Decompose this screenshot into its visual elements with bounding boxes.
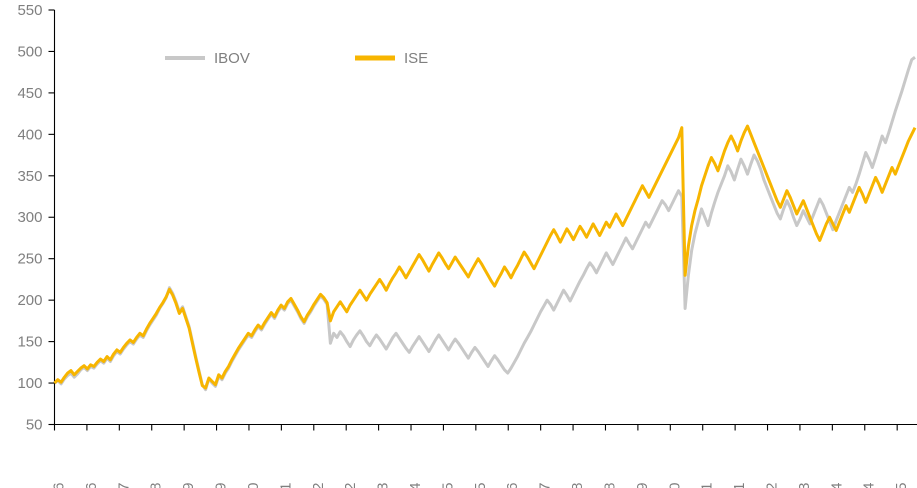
x-tick-label: jan-21 — [699, 483, 716, 488]
x-tick-label: jul-07 — [115, 483, 132, 488]
x-tick-label: out-21 — [731, 483, 748, 488]
y-tick-label: 500 — [17, 43, 42, 60]
y-tick-label: 150 — [17, 334, 42, 351]
y-tick-label: 300 — [17, 209, 42, 226]
y-tick-label: 550 — [17, 2, 42, 19]
x-tick-label: jan-18 — [569, 483, 586, 488]
y-tick-label: 400 — [17, 126, 42, 143]
legend-label-ibov[interactable]: IBOV — [214, 50, 250, 67]
chart-legend: IBOV ISE — [165, 50, 428, 67]
x-tick-label: abr-08 — [148, 483, 165, 488]
x-tick-label: out-24 — [861, 483, 878, 488]
x-tick-label: jul-10 — [245, 483, 262, 488]
x-tick-label: jul-13 — [375, 483, 392, 488]
series-line-ise — [53, 124, 917, 390]
x-tick-label: abr-11 — [277, 483, 294, 488]
y-tick-label: 450 — [17, 85, 42, 102]
series-line-ibov — [53, 56, 916, 392]
x-tick-label: jan-09 — [180, 483, 197, 488]
x-tick-label: out-09 — [213, 483, 230, 488]
x-tick-label: abr-20 — [666, 483, 683, 488]
y-axis-ticks: 50 100 150 200 250 300 350 400 450 500 550 — [17, 2, 55, 433]
x-tick-label: jan-15 — [439, 483, 456, 488]
x-axis-ticks: jan-06 out-06 jul-07 abr-08 jan-09 out-09 jul-… — [50, 424, 910, 488]
x-tick-label: jul-25 — [893, 483, 910, 488]
x-tick-label: jul-22 — [764, 483, 781, 488]
x-tick-label: jan-12 — [310, 483, 327, 488]
y-tick-label: 250 — [17, 251, 42, 268]
y-tick-label: 100 — [17, 375, 42, 392]
legend-label-ise[interactable]: ISE — [404, 50, 428, 67]
x-tick-label: jan-06 — [50, 483, 67, 488]
x-tick-label: abr-14 — [407, 483, 424, 488]
x-tick-label: jan-24 — [828, 483, 845, 488]
y-tick-label: 50 — [26, 416, 43, 433]
series-lines — [53, 56, 917, 392]
x-tick-label: jul-16 — [504, 483, 521, 488]
x-tick-label: out-06 — [83, 483, 100, 488]
y-tick-label: 350 — [17, 168, 42, 185]
x-tick-label: abr-17 — [537, 483, 554, 488]
x-tick-label: out-18 — [601, 483, 618, 488]
x-tick-label: out-15 — [472, 483, 489, 488]
x-tick-label: out-12 — [342, 483, 359, 488]
x-tick-label: jul-19 — [634, 483, 651, 488]
y-tick-label: 200 — [17, 292, 42, 309]
x-tick-label: abr-23 — [796, 483, 813, 488]
